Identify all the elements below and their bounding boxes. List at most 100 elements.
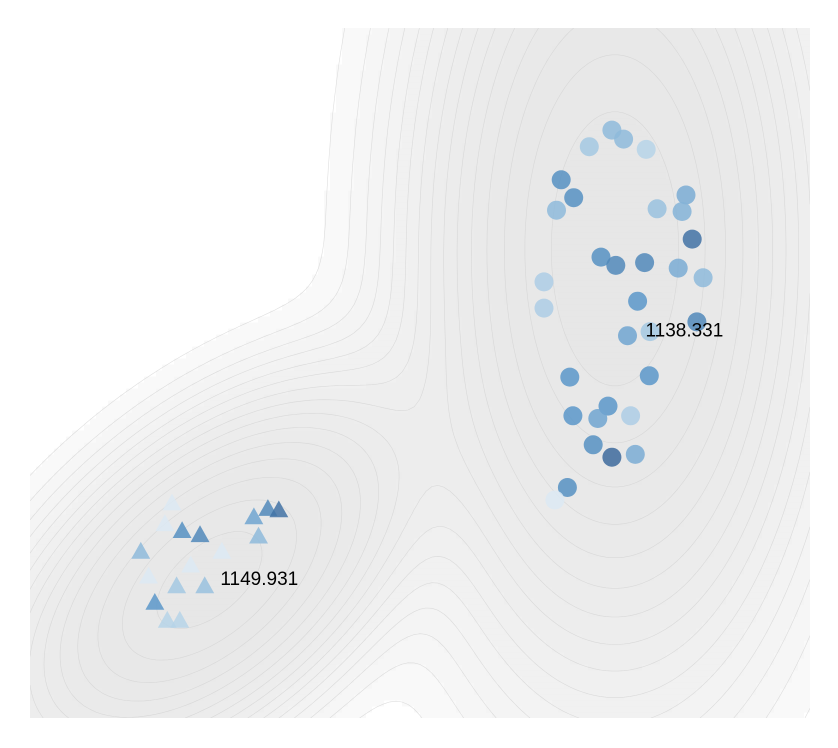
contour-cell <box>408 652 415 659</box>
contour-cell <box>210 688 217 695</box>
contour-cell <box>468 574 475 581</box>
contour-cell <box>744 556 751 563</box>
contour-cell <box>486 568 493 575</box>
contour-cell <box>798 616 805 623</box>
contour-cell <box>312 532 319 539</box>
contour-cell <box>696 700 703 707</box>
contour-cell <box>414 550 421 557</box>
contour-cell <box>738 586 745 593</box>
contour-cell <box>630 712 637 718</box>
contour-cell <box>378 604 385 611</box>
contour-cell <box>330 676 337 683</box>
contour-cell <box>168 700 175 707</box>
contour-cell <box>144 664 151 671</box>
contour-cell <box>90 622 97 629</box>
contour-cell <box>444 568 451 575</box>
contour-cell <box>216 634 223 641</box>
contour-cell <box>486 508 493 515</box>
contour-cell <box>384 562 391 569</box>
contour-cell <box>678 640 685 647</box>
contour-cell <box>618 532 625 539</box>
contour-cell <box>42 568 49 575</box>
contour-cell <box>612 628 619 635</box>
contour-cell <box>306 562 313 569</box>
contour-cell <box>450 520 457 527</box>
contour-cell <box>804 568 810 575</box>
contour-cell <box>192 514 199 521</box>
contour-cell <box>396 538 403 545</box>
contour-cell <box>336 658 343 665</box>
contour-cell <box>90 664 97 671</box>
contour-cell <box>438 532 445 539</box>
contour-cell <box>510 544 517 551</box>
contour-cell <box>486 610 493 617</box>
contour-cell <box>510 706 517 713</box>
contour-cell <box>228 634 235 641</box>
contour-cell <box>462 622 469 629</box>
contour-cell <box>456 700 463 707</box>
contour-cell <box>756 514 763 521</box>
contour-cell <box>486 694 493 701</box>
contour-cell <box>444 694 451 701</box>
contour-cell <box>348 628 355 635</box>
contour-cell <box>744 574 751 581</box>
contour-cell <box>156 538 163 545</box>
contour-cell <box>102 652 109 659</box>
contour-cell <box>336 484 343 491</box>
contour-cell <box>276 634 283 641</box>
contour-cell <box>366 586 373 593</box>
contour-cell <box>798 682 805 689</box>
contour-cell <box>156 520 163 527</box>
contour-cell <box>132 598 139 605</box>
contour-cell <box>228 508 235 515</box>
contour-cell <box>756 526 763 533</box>
contour-cell <box>618 508 625 515</box>
contour-cell <box>708 682 715 689</box>
contour-cell <box>402 694 409 701</box>
contour-cell <box>120 688 127 695</box>
contour-cell <box>36 544 43 551</box>
contour-cell <box>354 484 361 491</box>
contour-cell <box>210 556 217 563</box>
contour-cell <box>612 616 619 623</box>
contour-cell <box>456 490 463 497</box>
contour-cell <box>324 532 331 539</box>
contour-cell <box>354 706 361 713</box>
contour-cell <box>414 664 421 671</box>
contour-cell <box>720 676 727 683</box>
contour-cell <box>522 562 529 569</box>
contour-cell <box>594 580 601 587</box>
contour-cell <box>348 658 355 665</box>
contour-cell <box>654 556 661 563</box>
contour-cell <box>762 490 769 497</box>
contour-cell <box>684 568 691 575</box>
contour-cell <box>570 712 577 718</box>
contour-cell <box>108 634 115 641</box>
contour-cell <box>42 484 49 491</box>
contour-cell <box>132 658 139 665</box>
contour-cell <box>510 634 517 641</box>
contour-cell <box>696 556 703 563</box>
contour-cell <box>636 496 643 503</box>
contour-cell <box>684 562 691 569</box>
contour-cell <box>318 628 325 635</box>
contour-cell <box>726 556 733 563</box>
contour-cell <box>558 616 565 623</box>
contour-cell <box>126 682 133 689</box>
contour-cell <box>210 682 217 689</box>
contour-cell <box>132 532 139 539</box>
contour-cell <box>492 550 499 557</box>
contour-cell <box>180 658 187 665</box>
contour-cell <box>336 688 343 695</box>
contour-cell <box>144 484 151 491</box>
contour-cell <box>378 502 385 509</box>
contour-cell <box>762 520 769 527</box>
contour-cell <box>648 508 655 515</box>
contour-cell <box>672 592 679 599</box>
contour-cell <box>702 586 709 593</box>
contour-cell <box>192 508 199 515</box>
contour-cell <box>678 490 685 497</box>
contour-cell <box>348 544 355 551</box>
contour-cell <box>174 520 181 527</box>
contour-cell <box>96 592 103 599</box>
